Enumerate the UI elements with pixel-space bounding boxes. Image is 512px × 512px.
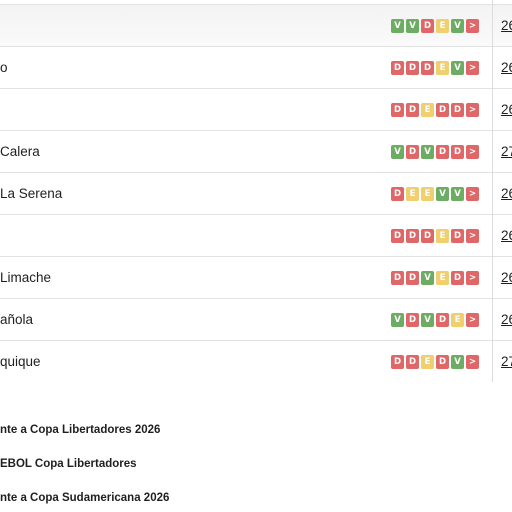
form-result-badge: V bbox=[421, 313, 434, 327]
form-result-badge: D bbox=[391, 229, 404, 243]
team-name[interactable]: Limache bbox=[0, 270, 52, 285]
recent-form: V V D E V > bbox=[391, 19, 479, 33]
team-name[interactable]: Calera bbox=[0, 144, 40, 159]
form-result-badge: V bbox=[391, 145, 404, 159]
next-match-link[interactable]: 26 bbox=[501, 270, 512, 285]
form-result-badge: E bbox=[436, 61, 449, 75]
form-result-badge: D bbox=[391, 355, 404, 369]
recent-form: D D D E V > bbox=[391, 61, 479, 75]
form-result-badge: D bbox=[406, 61, 419, 75]
recent-form: D D V E D > bbox=[391, 271, 479, 285]
recent-form: D D E D V > bbox=[391, 355, 479, 369]
next-match-link[interactable]: 27 bbox=[501, 354, 512, 369]
legend-item-sudamericana: nte a Copa Sudamericana 2026 bbox=[0, 492, 170, 504]
next-match-link[interactable]: 26 bbox=[501, 60, 512, 75]
recent-form: V D V D E > bbox=[391, 313, 479, 327]
recent-form: D E E V V > bbox=[391, 187, 479, 201]
team-name[interactable]: La Serena bbox=[0, 186, 63, 201]
form-result-badge: E bbox=[436, 19, 449, 33]
form-result-badge: D bbox=[406, 103, 419, 117]
form-result-badge: D bbox=[391, 271, 404, 285]
team-name[interactable]: o bbox=[0, 60, 8, 75]
legend-item-libertadores-qualifier: EBOL Copa Libertadores bbox=[0, 458, 137, 470]
form-result-badge: D bbox=[421, 19, 434, 33]
next-match-link[interactable]: 26 bbox=[501, 312, 512, 327]
recent-form: D D D E D > bbox=[391, 229, 479, 243]
legend-item-libertadores: nte a Copa Libertadores 2026 bbox=[0, 424, 161, 436]
next-match-chevron[interactable]: > bbox=[466, 19, 479, 33]
form-result-badge: D bbox=[391, 103, 404, 117]
next-match-link[interactable]: 26 bbox=[501, 186, 512, 201]
form-result-badge: D bbox=[406, 271, 419, 285]
form-result-badge: V bbox=[451, 61, 464, 75]
form-result-badge: D bbox=[406, 145, 419, 159]
form-result-badge: V bbox=[391, 313, 404, 327]
form-result-badge: E bbox=[421, 187, 434, 201]
form-result-badge: D bbox=[406, 313, 419, 327]
form-result-badge: D bbox=[391, 61, 404, 75]
form-result-badge: V bbox=[451, 355, 464, 369]
form-result-badge: D bbox=[451, 145, 464, 159]
form-result-badge: D bbox=[436, 145, 449, 159]
standings-table: VVDEV>26oDDDEV>26DDEDD>26CaleraVDVDD>27L… bbox=[0, 0, 512, 382]
recent-form: D D E D D > bbox=[391, 103, 479, 117]
form-result-badge: D bbox=[451, 103, 464, 117]
form-result-badge: V bbox=[421, 271, 434, 285]
form-result-badge: D bbox=[451, 229, 464, 243]
team-name[interactable]: quique bbox=[0, 354, 41, 369]
form-result-badge: E bbox=[451, 313, 464, 327]
form-result-badge: V bbox=[391, 19, 404, 33]
form-result-badge: E bbox=[406, 187, 419, 201]
next-match-chevron[interactable]: > bbox=[466, 187, 479, 201]
column-divider bbox=[492, 0, 493, 382]
next-match-link[interactable]: 26 bbox=[501, 228, 512, 243]
next-match-chevron[interactable]: > bbox=[466, 271, 479, 285]
form-result-badge: V bbox=[421, 145, 434, 159]
form-result-badge: D bbox=[451, 271, 464, 285]
form-result-badge: D bbox=[436, 103, 449, 117]
next-match-chevron[interactable]: > bbox=[466, 313, 479, 327]
form-result-badge: E bbox=[421, 103, 434, 117]
form-result-badge: V bbox=[451, 187, 464, 201]
form-result-badge: D bbox=[421, 61, 434, 75]
form-result-badge: V bbox=[436, 187, 449, 201]
team-name[interactable]: añola bbox=[0, 312, 34, 327]
form-result-badge: V bbox=[451, 19, 464, 33]
form-result-badge: E bbox=[436, 271, 449, 285]
form-result-badge: D bbox=[406, 355, 419, 369]
next-match-chevron[interactable]: > bbox=[466, 61, 479, 75]
next-match-chevron[interactable]: > bbox=[466, 145, 479, 159]
form-result-badge: D bbox=[421, 229, 434, 243]
next-match-link[interactable]: 26 bbox=[501, 18, 512, 33]
form-result-badge: D bbox=[391, 187, 404, 201]
recent-form: V D V D D > bbox=[391, 145, 479, 159]
next-match-chevron[interactable]: > bbox=[466, 355, 479, 369]
form-result-badge: V bbox=[406, 19, 419, 33]
form-result-badge: E bbox=[436, 229, 449, 243]
next-match-link[interactable]: 26 bbox=[501, 102, 512, 117]
next-match-chevron[interactable]: > bbox=[466, 103, 479, 117]
next-match-link[interactable]: 27 bbox=[501, 144, 512, 159]
form-result-badge: D bbox=[406, 229, 419, 243]
form-result-badge: D bbox=[436, 313, 449, 327]
form-result-badge: D bbox=[436, 355, 449, 369]
form-result-badge: E bbox=[421, 355, 434, 369]
table-top-border bbox=[0, 0, 512, 5]
next-match-chevron[interactable]: > bbox=[466, 229, 479, 243]
